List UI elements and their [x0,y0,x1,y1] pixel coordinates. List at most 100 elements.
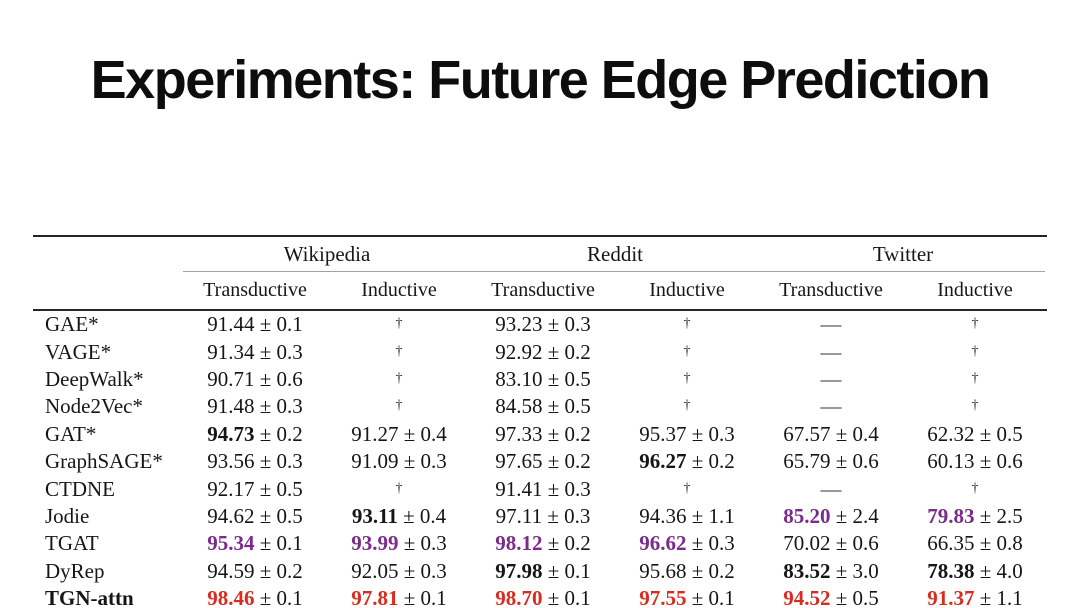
metric-error: ± 0.5 [542,366,591,391]
metric-error: ± 0.5 [254,476,303,501]
result-cell: 84.58 ± 0.5 [471,394,615,419]
metric-value: 92.17 [207,476,255,501]
result-cell: 83.10 ± 0.5 [471,367,615,392]
metric-error: ± 0.2 [686,558,735,583]
result-cell: † [903,394,1047,419]
metric-value: 97.81 [351,586,399,608]
result-cell: † [615,340,759,365]
dash-mark: — [820,394,842,419]
result-cell: 94.36 ± 1.1 [615,504,759,529]
method-name: GAT* [45,421,97,446]
dagger-mark: † [683,343,691,359]
result-cell: 65.79 ± 0.6 [759,449,903,474]
method-name: TGN-attn [45,586,134,608]
method-name: GraphSAGE* [45,449,163,474]
result-cell: 97.11 ± 0.3 [471,504,615,529]
metric-error: ± 0.4 [397,503,447,528]
metric-value: 91.27 [351,421,399,446]
metric-error: ± 3.0 [830,558,879,583]
result-cell: 93.11 ± 0.4 [327,504,471,529]
dagger-mark: † [395,480,403,496]
metric-error: ± 0.1 [254,586,303,608]
dagger-mark: † [971,398,979,414]
method-name: CTDNE [45,476,115,501]
column-header-reddit-inductive: Inductive [649,279,725,301]
metric-error: ± 0.6 [974,449,1023,474]
table-row: TGAT 95.34 ± 0.1 93.99 ± 0.3 98.12 ± 0.2 96.… [33,530,1047,557]
method-name: VAGE* [45,339,112,364]
result-cell: 97.98 ± 0.1 [471,559,615,584]
table-subheader-row: Transductive Inductive Transductive Indu… [33,272,1047,311]
metric-error: ± 0.5 [254,503,303,528]
metric-value: 95.37 [639,421,687,446]
metric-value: 96.62 [639,531,687,556]
result-cell: — [759,394,903,419]
metric-value: 78.38 [927,558,975,583]
metric-value: 83.52 [783,558,831,583]
metric-value: 92.92 [495,339,543,364]
result-cell: 94.73 ± 0.2 [183,422,327,447]
metric-error: ± 0.2 [254,558,303,583]
metric-error: ± 2.4 [830,503,879,528]
result-cell: 96.27 ± 0.2 [615,449,759,474]
column-header-reddit-transductive: Transductive [491,279,595,301]
metric-error: ± 4.0 [974,558,1023,583]
method-name: Node2Vec* [45,394,143,419]
metric-value: 93.99 [351,531,399,556]
result-cell: 90.71 ± 0.6 [183,367,327,392]
result-cell: 95.37 ± 0.3 [615,422,759,447]
result-cell: 94.62 ± 0.5 [183,504,327,529]
result-cell: 93.99 ± 0.3 [327,531,471,556]
table-row: DyRep 94.59 ± 0.2 92.05 ± 0.3 97.98 ± 0.1 95… [33,558,1047,585]
metric-error: ± 0.3 [254,449,303,474]
metric-error: ± 0.2 [686,449,735,474]
metric-value: 94.73 [207,421,255,446]
table-body: GAE* 91.44 ± 0.1 † 93.23 ± 0.3 † — † VAGE* 91.34… [33,311,1047,608]
column-header-twitter-transductive: Transductive [779,279,883,301]
table-row: GraphSAGE* 93.56 ± 0.3 91.09 ± 0.3 97.65 ± … [33,448,1047,475]
metric-error: ± 0.3 [398,449,447,474]
column-header-twitter-inductive: Inductive [937,279,1013,301]
metric-error: ± 0.2 [542,421,591,446]
metric-error: ± 1.1 [974,586,1023,608]
metric-error: ± 0.4 [830,421,879,446]
result-cell: 94.52 ± 0.5 [759,586,903,608]
result-cell: 78.38 ± 4.0 [903,559,1047,584]
dagger-mark: † [683,480,691,496]
result-cell: 91.44 ± 0.1 [183,312,327,337]
result-cell: † [903,340,1047,365]
metric-error: ± 0.3 [686,531,735,556]
dagger-mark: † [683,316,691,332]
result-cell: 97.55 ± 0.1 [615,586,759,608]
table-row: CTDNE 92.17 ± 0.5 † 91.41 ± 0.3 † — † [33,475,1047,502]
result-cell: 97.65 ± 0.2 [471,449,615,474]
result-cell: — [759,312,903,337]
metric-value: 85.20 [783,503,831,528]
result-cell: 98.70 ± 0.1 [471,586,615,608]
metric-value: 97.33 [495,421,543,446]
metric-value: 98.12 [495,531,543,556]
dash-mark: — [820,339,842,364]
table-row: VAGE* 91.34 ± 0.3 † 92.92 ± 0.2 † — † [33,338,1047,365]
metric-value: 96.27 [639,449,687,474]
result-cell: † [615,312,759,337]
result-cell: 93.23 ± 0.3 [471,312,615,337]
dagger-mark: † [971,316,979,332]
table-group-header-row: Wikipedia Reddit Twitter [33,237,1047,272]
result-cell: † [327,367,471,392]
metric-error: ± 0.5 [974,421,1023,446]
metric-error: ± 0.1 [542,586,591,608]
metric-error: ± 0.1 [254,531,303,556]
result-cell: 97.81 ± 0.1 [327,586,471,608]
table-row: GAT* 94.73 ± 0.2 91.27 ± 0.4 97.33 ± 0.2 95.… [33,421,1047,448]
result-cell: 79.83 ± 2.5 [903,504,1047,529]
metric-value: 90.71 [207,366,255,391]
metric-value: 94.36 [639,503,687,528]
metric-value: 65.79 [783,449,831,474]
column-header-wikipedia-inductive: Inductive [361,279,437,301]
result-cell: 91.27 ± 0.4 [327,422,471,447]
result-cell: — [759,477,903,502]
metric-value: 97.65 [495,449,543,474]
result-cell: 91.48 ± 0.3 [183,394,327,419]
metric-value: 95.68 [639,558,687,583]
